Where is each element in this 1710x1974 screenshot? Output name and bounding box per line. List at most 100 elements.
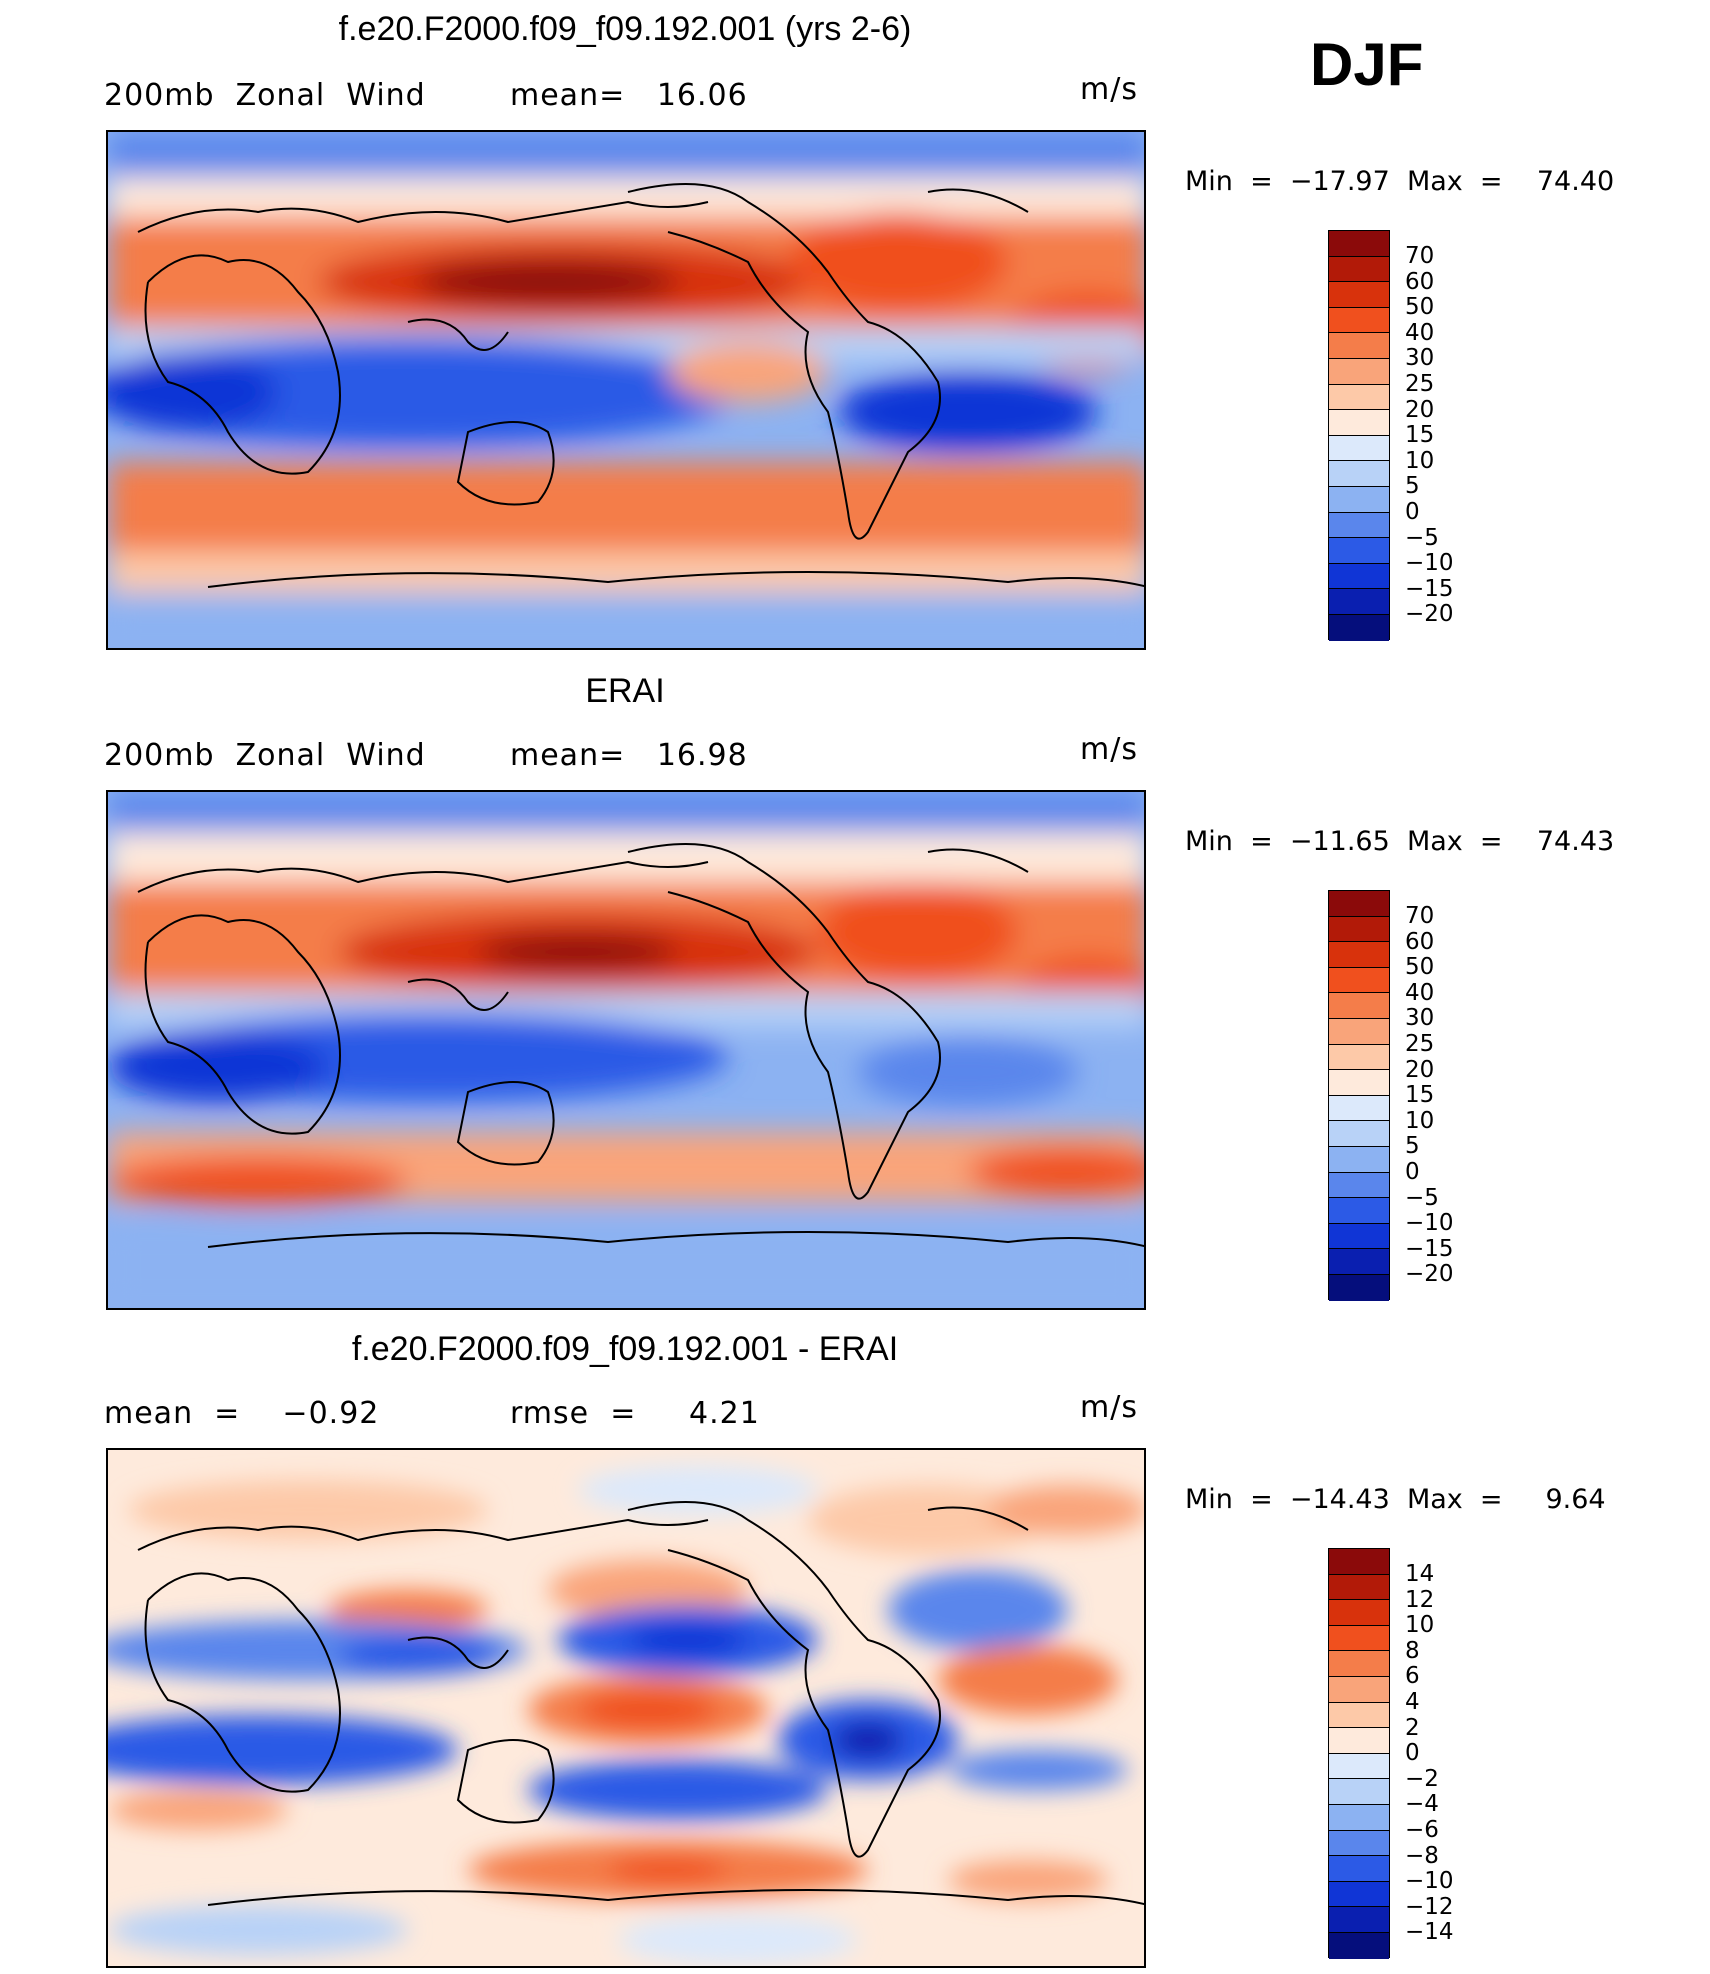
colorbar-segment	[1329, 1932, 1389, 1959]
colorbar-tick-label: −2	[1405, 1765, 1439, 1792]
colorbar-segment	[1329, 1249, 1389, 1275]
colorbar-tick-label: 10	[1405, 1107, 1435, 1134]
panel-3-minmax: Min = −14.43 Max = 9.64	[1185, 1484, 1606, 1515]
panel-2-colorbar-labels: 70 60 50 40 30 25 20 15 10 5 0 −5 −10 −15 −20	[1405, 903, 1454, 1288]
colorbar-tick-label: 30	[1405, 1005, 1435, 1032]
panel-3-rmse: rmse = 4.21	[510, 1396, 760, 1431]
colorbar-tick-label: 5	[1405, 473, 1420, 500]
colorbar-tick-label: 25	[1405, 1030, 1435, 1057]
colorbar-segment	[1329, 1172, 1389, 1199]
panel-2-title: ERAI	[585, 672, 665, 710]
colorbar-tick-label: 2	[1405, 1714, 1420, 1741]
colorbar-tick-label: 20	[1405, 396, 1435, 423]
colorbar-segment	[1329, 384, 1389, 411]
colorbar-tick-label: 6	[1405, 1663, 1420, 1690]
panel-1-colorbar	[1328, 230, 1390, 641]
colorbar-tick-label: 15	[1405, 422, 1435, 449]
colorbar-segment	[1329, 1702, 1389, 1729]
colorbar-tick-label: −14	[1405, 1919, 1454, 1946]
colorbar-tick-label: −10	[1405, 1868, 1454, 1895]
colorbar-tick-label: 50	[1405, 954, 1435, 981]
colorbar-tick-label: 5	[1405, 1133, 1420, 1160]
colorbar-segment	[1329, 461, 1389, 487]
panel-2-units: m/s	[1080, 732, 1138, 767]
panel-1-minmax: Min = −17.97 Max = 74.40	[1185, 166, 1615, 197]
colorbar-segment	[1329, 333, 1389, 359]
colorbar-tick-label: −15	[1405, 575, 1454, 602]
panel-1-variable: 200mb Zonal Wind	[104, 78, 426, 113]
colorbar-segment	[1329, 1856, 1389, 1882]
colorbar-segment	[1329, 1728, 1389, 1754]
colorbar-tick-label: 70	[1405, 243, 1435, 269]
colorbar-segment	[1329, 1625, 1389, 1652]
panel-1-units: m/s	[1080, 72, 1138, 107]
colorbar-tick-label: 0	[1405, 1158, 1420, 1185]
colorbar-tick-label: −5	[1405, 524, 1439, 551]
colorbar-segment	[1329, 1121, 1389, 1147]
panel-2-contour-map	[108, 792, 1144, 1308]
colorbar-segment	[1329, 1274, 1389, 1301]
colorbar-segment	[1329, 358, 1389, 385]
colorbar-tick-label: −10	[1405, 1210, 1454, 1237]
colorbar-segment	[1329, 1753, 1389, 1780]
colorbar-segment	[1329, 1018, 1389, 1045]
colorbar-tick-label: 14	[1405, 1561, 1435, 1587]
colorbar-segment	[1329, 967, 1389, 994]
colorbar-segment	[1329, 282, 1389, 308]
colorbar-segment	[1329, 1146, 1389, 1173]
panel-2-map	[106, 790, 1146, 1310]
colorbar-segment	[1329, 942, 1389, 968]
colorbar-segment	[1329, 1574, 1389, 1601]
colorbar-tick-label: 50	[1405, 294, 1435, 321]
colorbar-segment	[1329, 1676, 1389, 1703]
colorbar-tick-label: 0	[1405, 498, 1420, 525]
colorbar-tick-label: −4	[1405, 1791, 1439, 1818]
colorbar-segment	[1329, 486, 1389, 513]
colorbar-tick-label: −20	[1405, 1261, 1454, 1288]
colorbar-tick-label: 15	[1405, 1082, 1435, 1109]
colorbar-tick-label: −8	[1405, 1842, 1439, 1869]
panel-1-title: f.e20.F2000.f09_f09.192.001 (yrs 2-6)	[338, 10, 912, 48]
colorbar-segment	[1329, 1223, 1389, 1250]
colorbar-segment	[1329, 563, 1389, 590]
colorbar-tick-label: 4	[1405, 1688, 1420, 1715]
panel-3-colorbar	[1328, 1548, 1390, 1959]
panel-1-mean: mean= 16.06	[510, 78, 748, 113]
colorbar-segment	[1329, 993, 1389, 1019]
colorbar-segment	[1329, 1198, 1389, 1224]
panel-2-variable: 200mb Zonal Wind	[104, 738, 426, 773]
colorbar-segment	[1329, 1549, 1389, 1575]
panel-1-colorbar-labels: 70 60 50 40 30 25 20 15 10 5 0 −5 −10 −15 −20	[1405, 243, 1454, 628]
colorbar-segment	[1329, 410, 1389, 436]
panel-2-mean: mean= 16.98	[510, 738, 748, 773]
panel-3-colorbar-labels: 14 12 10 8 6 4 2 0 −2 −4 −6 −8 −10 −12 −14	[1405, 1561, 1454, 1946]
colorbar-tick-label: 60	[1405, 268, 1435, 295]
colorbar-tick-label: 40	[1405, 319, 1435, 346]
colorbar-tick-label: −12	[1405, 1893, 1454, 1920]
colorbar-segment	[1329, 916, 1389, 943]
panel-3-units: m/s	[1080, 1390, 1138, 1425]
colorbar-tick-label: 40	[1405, 979, 1435, 1006]
colorbar-tick-label: 20	[1405, 1056, 1435, 1083]
colorbar-segment	[1329, 1095, 1389, 1122]
panel-2-minmax: Min = −11.65 Max = 74.43	[1185, 826, 1615, 857]
colorbar-segment	[1329, 1044, 1389, 1071]
colorbar-tick-label: −15	[1405, 1235, 1454, 1262]
colorbar-segment	[1329, 256, 1389, 283]
panel-1-contour-map	[108, 132, 1144, 648]
colorbar-tick-label: 25	[1405, 370, 1435, 397]
colorbar-segment	[1329, 231, 1389, 257]
colorbar-tick-label: −6	[1405, 1816, 1439, 1843]
colorbar-segment	[1329, 1779, 1389, 1805]
colorbar-segment	[1329, 891, 1389, 917]
colorbar-tick-label: 70	[1405, 903, 1435, 929]
panel-1-map	[106, 130, 1146, 650]
colorbar-segment	[1329, 538, 1389, 564]
colorbar-segment	[1329, 1070, 1389, 1096]
colorbar-tick-label: 12	[1405, 1586, 1435, 1613]
colorbar-tick-label: 0	[1405, 1740, 1420, 1767]
colorbar-segment	[1329, 1881, 1389, 1908]
colorbar-tick-label: 60	[1405, 928, 1435, 955]
colorbar-tick-label: 10	[1405, 447, 1435, 474]
panel-3-title: f.e20.F2000.f09_f09.192.001 - ERAI	[351, 1330, 899, 1368]
